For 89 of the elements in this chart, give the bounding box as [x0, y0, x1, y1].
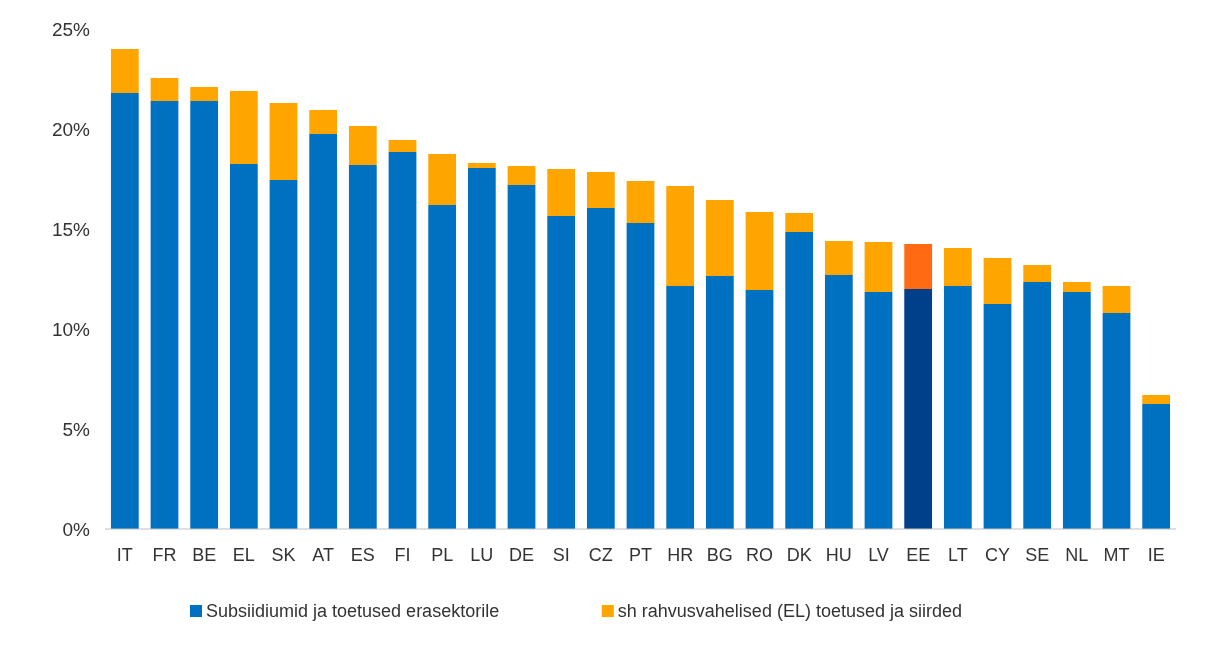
y-tick-label: 20% [51, 118, 91, 140]
bar [1062, 292, 1091, 529]
bar [507, 166, 536, 185]
bar [547, 216, 576, 529]
bar [348, 126, 377, 165]
x-tick-label: NL [1065, 545, 1089, 565]
bar [309, 110, 338, 134]
x-tick-label: EE [906, 545, 931, 565]
bar [943, 248, 972, 286]
bar [348, 165, 377, 529]
x-tick-label: HR [667, 545, 694, 565]
y-tick-label: 0% [62, 518, 91, 540]
bar [705, 200, 734, 276]
x-tick-label: SI [552, 545, 570, 565]
bar [507, 185, 536, 529]
bar [745, 290, 774, 529]
bar [626, 223, 655, 529]
bar [110, 49, 139, 93]
y-tick-label: 5% [62, 418, 91, 440]
bar [229, 164, 258, 529]
x-tick-label: MT [1103, 545, 1130, 565]
x-tick-label: SE [1025, 545, 1050, 565]
y-tick-label: 25% [51, 18, 91, 40]
x-tick-label: LV [868, 545, 889, 565]
bar [110, 93, 139, 529]
x-tick-label: ES [350, 545, 375, 565]
bar [824, 241, 853, 275]
bar [150, 101, 179, 529]
bar [666, 286, 695, 529]
x-tick-label: BG [706, 545, 733, 565]
bar [666, 186, 695, 286]
bar [1142, 395, 1171, 404]
bar [388, 140, 417, 152]
x-tick-label: EL [232, 545, 255, 565]
x-tick-label: CY [984, 545, 1011, 565]
bar [864, 292, 893, 529]
x-tick-label: SK [271, 545, 296, 565]
bar [705, 276, 734, 529]
bar [824, 275, 853, 529]
bar [547, 169, 576, 216]
x-tick-label: PT [628, 545, 653, 565]
x-tick-label: FI [394, 545, 411, 565]
bar [229, 91, 258, 164]
bar [269, 103, 298, 180]
bar [586, 208, 615, 529]
bar [785, 232, 814, 529]
x-tick-label: DE [508, 545, 535, 565]
x-tick-label: AT [312, 545, 334, 565]
bar [190, 101, 219, 529]
x-tick-label: RO [746, 545, 773, 565]
bar [904, 289, 933, 529]
x-tick-label: HU [825, 545, 852, 565]
bar [626, 181, 655, 223]
bar [586, 172, 615, 208]
bar [745, 212, 774, 290]
bar [1102, 286, 1131, 313]
bar [1142, 404, 1171, 529]
bar [983, 304, 1012, 529]
legend-label: sh rahvusvahelised (EL) toetused ja siirded [617, 601, 962, 622]
x-tick-label: FR [152, 545, 177, 565]
bar [983, 258, 1012, 304]
bar [943, 286, 972, 529]
bar [309, 134, 338, 529]
bar [190, 87, 219, 101]
bar [1023, 265, 1052, 282]
bar [150, 78, 179, 101]
bar [388, 152, 417, 529]
x-tick-label: BE [192, 545, 217, 565]
y-tick-label: 15% [51, 218, 91, 240]
x-tick-label: DK [786, 545, 812, 565]
bar [785, 213, 814, 232]
x-tick-label: LT [948, 545, 968, 565]
x-tick-label: LU [470, 545, 494, 565]
bar [428, 154, 457, 205]
x-tick-label: IE [1147, 545, 1165, 565]
x-tick-label: CZ [588, 545, 613, 565]
bar [864, 242, 893, 292]
bar [1062, 282, 1091, 292]
y-tick-label: 10% [51, 318, 91, 340]
bar [1023, 282, 1052, 529]
bar [904, 244, 933, 289]
bar [1102, 313, 1131, 529]
bar [467, 168, 496, 529]
bar [467, 163, 496, 168]
legend-label: Subsiidiumid ja toetused erasektorile [206, 601, 500, 622]
bar [428, 205, 457, 529]
x-tick-label: IT [116, 545, 133, 565]
x-tick-label: PL [431, 545, 454, 565]
bar [269, 180, 298, 529]
